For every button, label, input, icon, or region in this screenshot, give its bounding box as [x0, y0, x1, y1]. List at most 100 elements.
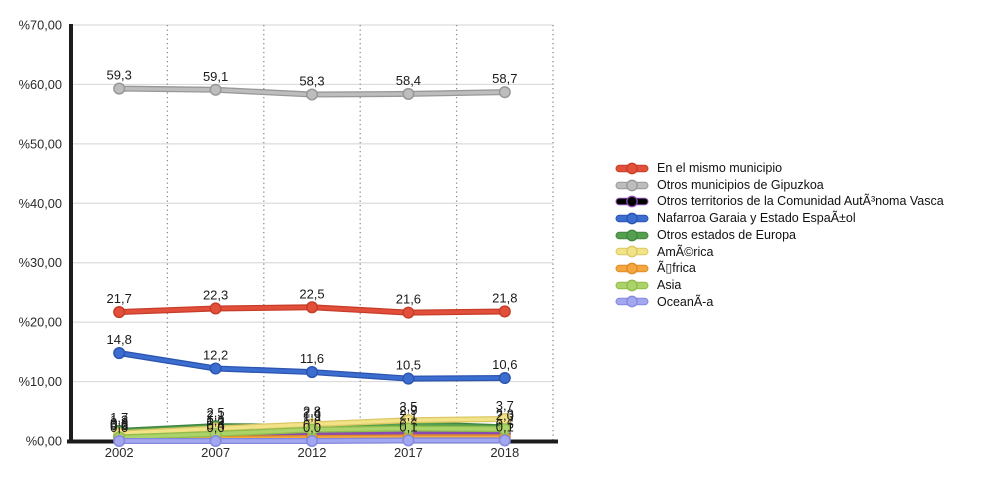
- legend-series-marker-icon: [615, 179, 649, 191]
- data-point-label: 1,2: [207, 413, 225, 428]
- data-point-label: 0,0: [207, 420, 225, 435]
- data-point-marker[interactable]: [209, 434, 222, 448]
- legend-item[interactable]: En el mismo municipio: [615, 160, 944, 177]
- series-1: 59,3 59,1 58,3 58,4 58,7: [107, 68, 517, 101]
- legend-series-marker-icon: [615, 229, 649, 241]
- legend-series-marker-icon: [615, 245, 649, 258]
- x-tick-label: 2012: [298, 445, 327, 460]
- legend-label: Asia: [657, 277, 682, 292]
- y-tick-label: %30,00: [19, 255, 62, 270]
- legend-label: Otros municipios de Gipuzkoa: [657, 177, 824, 192]
- data-point-label: 2,4: [303, 406, 321, 421]
- legend-item[interactable]: Otros estados de Europa: [615, 227, 944, 244]
- data-point-label: 58,3: [299, 74, 324, 89]
- data-point-marker[interactable]: [209, 302, 222, 315]
- legend-label: Otros territorios de la Comunidad AutÃ³n…: [657, 194, 944, 209]
- data-point-label: 59,1: [203, 69, 228, 84]
- x-axis-tick-labels: 2002 2007 2012 2017 2018: [105, 445, 520, 460]
- legend-item[interactable]: Nafarroa Garaia y Estado EspaÃ±ol: [615, 210, 944, 227]
- legend-item[interactable]: Otros territorios de la Comunidad AutÃ³n…: [615, 193, 944, 210]
- data-point-label: 2,0: [496, 408, 514, 423]
- data-point-label: 11,6: [300, 351, 324, 366]
- data-point-marker[interactable]: [113, 346, 126, 360]
- data-point-label: 14,8: [107, 332, 132, 347]
- data-point-label: 2,8: [303, 403, 321, 418]
- data-point-label: 0,6: [110, 416, 128, 431]
- data-point-marker[interactable]: [113, 434, 126, 448]
- y-tick-label: %50,00: [19, 136, 62, 151]
- legend-label: En el mismo municipio: [657, 161, 783, 176]
- legend-series-marker-icon: [615, 195, 649, 208]
- x-tick-label: 2017: [394, 445, 423, 460]
- y-axis-tick-labels: %0,00 %10,00 %20,00 %30,00 %40,00 %50,00 %60,0…: [19, 18, 62, 449]
- data-point-label: 0,8: [110, 415, 128, 430]
- legend-series-marker-icon: [615, 262, 649, 275]
- data-point-label: 10,6: [492, 357, 517, 372]
- data-point-label: 0,1: [399, 419, 417, 434]
- y-tick-label: %60,00: [19, 77, 62, 92]
- legend-item[interactable]: OceanÃ-a: [615, 294, 944, 311]
- legend-item[interactable]: Asia: [615, 277, 944, 294]
- data-point-label: 58,7: [492, 71, 517, 86]
- data-point-label: 12,2: [203, 347, 228, 362]
- y-tick-label: %10,00: [19, 374, 62, 389]
- data-point-label: 59,3: [107, 68, 132, 83]
- data-point-label: 3,7: [496, 398, 514, 413]
- data-point-marker[interactable]: [498, 86, 511, 99]
- data-point-marker[interactable]: [402, 434, 415, 447]
- data-point-label: 3,5: [399, 399, 417, 414]
- data-point-label: 0,4: [207, 418, 225, 433]
- y-tick-label: %70,00: [19, 18, 62, 33]
- data-point-label: 22,3: [203, 287, 228, 302]
- data-point-label: 21,8: [492, 290, 517, 305]
- legend-label: AmÃ©rica: [657, 244, 714, 259]
- data-point-label: 0,1: [496, 419, 514, 434]
- data-point-marker[interactable]: [498, 434, 511, 447]
- data-point-label: 0,3: [110, 418, 128, 433]
- data-point-label: 22,5: [299, 286, 324, 301]
- data-point-marker[interactable]: [402, 422, 415, 435]
- data-point-label: 2,1: [399, 408, 417, 423]
- legend-label: Ã▯frica: [657, 261, 696, 276]
- data-point-marker[interactable]: [209, 83, 222, 96]
- legend-item[interactable]: Otros municipios de Gipuzkoa: [615, 177, 944, 194]
- legend-series-marker-icon: [615, 162, 649, 175]
- y-tick-label: %40,00: [19, 196, 62, 211]
- legend-label: Otros estados de Europa: [657, 227, 796, 242]
- y-tick-label: %20,00: [19, 315, 62, 330]
- horizontal-gridlines: [71, 24, 553, 383]
- data-point-marker[interactable]: [498, 305, 511, 318]
- legend-series-marker-icon: [615, 295, 649, 308]
- data-point-label: 1,7: [110, 410, 128, 425]
- data-point-label: 10,5: [396, 358, 421, 373]
- x-tick-label: 2002: [105, 445, 134, 460]
- data-point-marker[interactable]: [305, 301, 319, 314]
- chart-legend: En el mismo municipio Otros municipios de…: [615, 160, 944, 310]
- data-point-marker[interactable]: [209, 362, 222, 375]
- data-point-marker[interactable]: [498, 371, 511, 385]
- data-point-label: 21,7: [107, 291, 132, 306]
- data-point-label: 2,9: [399, 403, 417, 418]
- data-point-marker[interactable]: [305, 88, 319, 101]
- legend-label: Nafarroa Garaia y Estado EspaÃ±ol: [657, 211, 856, 226]
- legend-item[interactable]: AmÃ©rica: [615, 243, 944, 260]
- data-point-marker[interactable]: [402, 372, 415, 385]
- data-point-label: 1,9: [303, 409, 321, 424]
- series-0: 21,7 22,3 22,5 21,6 21,8: [107, 286, 517, 319]
- legend-item[interactable]: Ã▯frica: [615, 260, 944, 277]
- data-point-label: 0,0: [303, 420, 321, 435]
- x-tick-label: 2007: [201, 445, 230, 460]
- series-8: 0,0 0,0 0,0 0,1 0,1: [110, 419, 514, 448]
- data-point-marker[interactable]: [113, 82, 126, 95]
- data-point-marker[interactable]: [402, 306, 415, 319]
- data-point-marker[interactable]: [305, 366, 319, 379]
- data-point-marker[interactable]: [402, 87, 415, 100]
- data-point-label: 21,6: [396, 292, 421, 307]
- data-point-label: 2,5: [207, 405, 225, 420]
- data-point-marker[interactable]: [305, 434, 319, 448]
- series-3: 14,8 12,2 11,6 10,5 10,6: [107, 332, 517, 385]
- data-point-marker[interactable]: [113, 305, 126, 319]
- data-point-label: 58,4: [396, 73, 421, 88]
